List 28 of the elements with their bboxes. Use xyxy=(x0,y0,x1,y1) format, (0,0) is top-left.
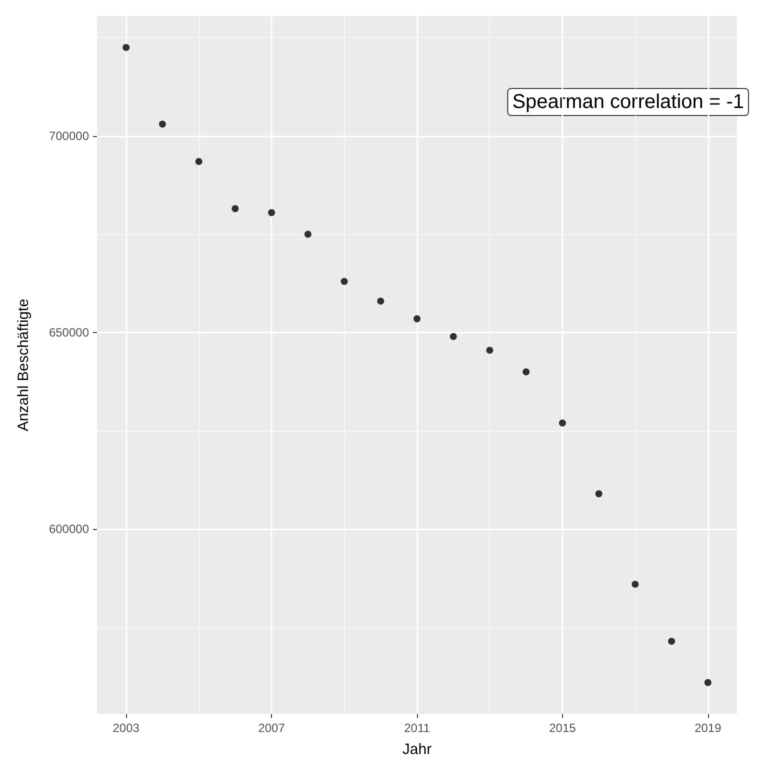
point xyxy=(450,332,457,340)
point xyxy=(595,490,602,498)
point xyxy=(704,679,712,686)
annotation: Spearman correlation = -1 xyxy=(512,91,744,113)
point xyxy=(486,346,494,354)
point xyxy=(377,298,384,305)
point xyxy=(268,209,276,216)
y-tick-label: 700000 xyxy=(48,128,90,143)
point xyxy=(340,278,348,285)
x-tick-label: 2019 xyxy=(694,721,722,735)
point xyxy=(158,120,166,128)
point xyxy=(195,158,202,165)
point xyxy=(558,420,566,426)
point xyxy=(122,44,130,51)
point xyxy=(304,230,312,238)
point xyxy=(232,205,239,212)
y-tick-label: 600000 xyxy=(48,522,90,536)
point xyxy=(668,638,676,645)
y-tick-label: 650000 xyxy=(48,326,90,340)
x-tick-label: 2011 xyxy=(404,721,430,735)
x-axis-title: Jahr xyxy=(402,741,432,758)
point xyxy=(414,315,420,322)
x-tick-label: 2007 xyxy=(258,721,286,735)
x-tick-label: 2015 xyxy=(549,721,576,735)
point xyxy=(632,580,639,588)
point xyxy=(522,368,530,376)
x-tick-label: 2003 xyxy=(112,721,140,735)
y-axis-title: Anzahl Beschäftigte xyxy=(15,298,32,432)
